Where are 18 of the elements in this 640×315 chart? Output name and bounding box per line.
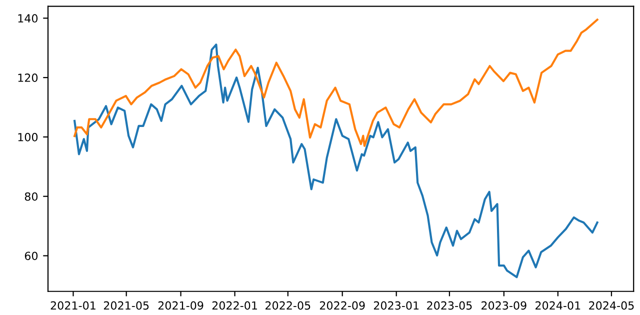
x-tick-label: 2021-05 (104, 301, 149, 310)
y-tick-label: 60 (24, 252, 38, 260)
x-tick-label: 2021-01 (50, 301, 96, 310)
y-tick-label: 100 (18, 132, 38, 142)
x-tick-label: 2023-05 (427, 301, 472, 310)
y-tick-label: 80 (24, 192, 38, 201)
y-tick-label: 140 (18, 14, 38, 23)
x-tick-label: 2023-01 (374, 301, 419, 310)
x-tick-label: 2024-05 (589, 301, 634, 310)
x-tick-label: 2021-09 (158, 301, 204, 310)
line-series (74, 44, 598, 278)
x-tick-label: 2023-09 (482, 301, 526, 310)
x-tick-label: 2022-01 (212, 301, 257, 310)
x-tick-label: 2022-05 (266, 301, 310, 310)
line-series (74, 18, 598, 147)
y-tick-label: 120 (18, 74, 38, 82)
x-tick-label: 2024-01 (536, 301, 580, 310)
x-tick-label: 2022-09 (320, 301, 365, 310)
